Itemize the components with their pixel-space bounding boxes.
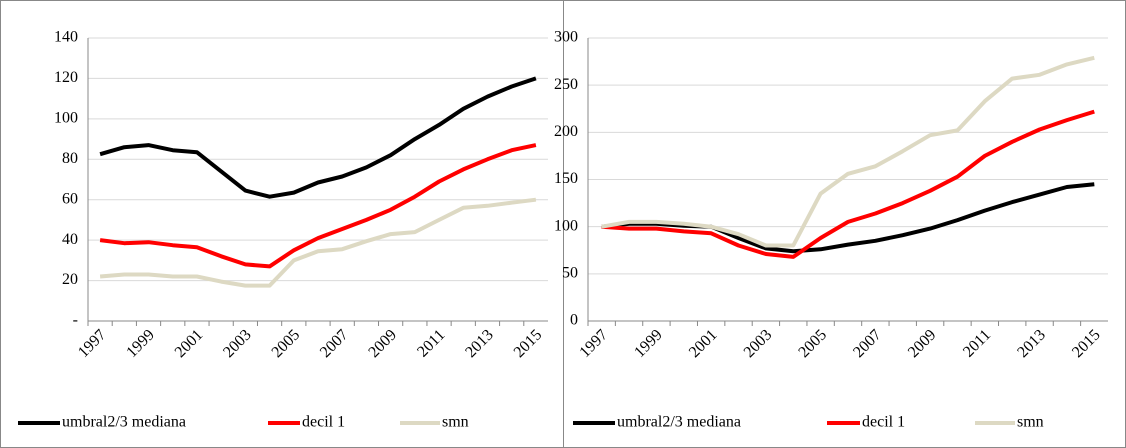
y-tick-label: 140 — [54, 29, 78, 46]
x-tick-label: 2011 — [960, 326, 994, 360]
y-tick-label: 250 — [554, 76, 578, 93]
line-series — [601, 109, 1095, 259]
legend-label: decil 1 — [862, 414, 905, 431]
x-tick-label: 2003 — [220, 326, 255, 361]
line-series — [99, 76, 537, 199]
x-tick-label: 2001 — [686, 326, 721, 361]
x-tick-label: 1999 — [123, 326, 158, 361]
y-tick-label: 150 — [554, 170, 578, 187]
line-series — [601, 55, 1095, 248]
y-tick-label: 300 — [554, 29, 578, 46]
x-tick-label: 2001 — [172, 326, 207, 361]
legend-label: smn — [1017, 414, 1044, 431]
y-tick-label: 50 — [562, 265, 578, 282]
x-tick-label: 1997 — [75, 326, 110, 361]
y-tick-label: 0 — [570, 312, 578, 329]
y-tick-label: - — [73, 312, 78, 329]
x-tick-label: 2003 — [741, 326, 776, 361]
x-tick-label: 2007 — [317, 326, 352, 361]
y-tick-label: 80 — [62, 150, 78, 167]
line-series — [99, 143, 537, 269]
x-tick-label: 2009 — [905, 326, 940, 361]
x-tick-label: 2015 — [1069, 326, 1104, 361]
x-tick-label: 2011 — [414, 326, 448, 360]
y-tick-label: 120 — [54, 69, 78, 86]
y-tick-label: 40 — [62, 231, 78, 248]
x-tick-label: 2013 — [462, 326, 497, 361]
x-tick-label: 2005 — [269, 326, 304, 361]
x-tick-label: 1999 — [631, 326, 666, 361]
line-series — [99, 197, 537, 288]
x-tick-label: 2007 — [850, 326, 885, 361]
y-tick-label: 20 — [62, 271, 78, 288]
y-tick-label: 100 — [54, 110, 78, 127]
line-series — [601, 182, 1095, 254]
legend-label: umbral2/3 mediana — [62, 414, 186, 431]
x-tick-label: 2015 — [511, 326, 546, 361]
legend-label: decil 1 — [302, 414, 345, 431]
x-tick-label: 2005 — [795, 326, 830, 361]
legend-label: smn — [442, 414, 469, 431]
y-tick-label: 200 — [554, 123, 578, 140]
x-tick-label: 1997 — [576, 326, 611, 361]
x-tick-label: 2013 — [1014, 326, 1049, 361]
x-tick-label: 2009 — [365, 326, 400, 361]
y-tick-label: 60 — [62, 190, 78, 207]
legend-label: umbral2/3 mediana — [617, 414, 741, 431]
y-tick-label: 100 — [554, 217, 578, 234]
